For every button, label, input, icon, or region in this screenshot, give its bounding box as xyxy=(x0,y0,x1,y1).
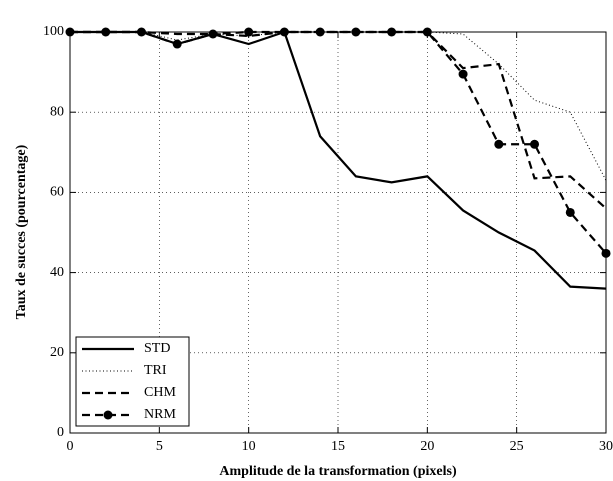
point-marker xyxy=(172,39,182,49)
x-tick-label: 10 xyxy=(242,439,256,454)
series-line xyxy=(70,30,607,290)
point-marker xyxy=(494,139,504,149)
point-marker xyxy=(101,27,111,37)
y-tick-label: 20 xyxy=(50,345,64,360)
legend-label: STD xyxy=(144,341,170,356)
legend-marker xyxy=(103,410,113,420)
legend-label: NRM xyxy=(144,407,176,422)
y-tick-label: 40 xyxy=(50,265,64,280)
point-marker xyxy=(601,248,611,258)
x-tick-label: 20 xyxy=(420,439,434,454)
legend-label: TRI xyxy=(144,363,167,378)
point-marker xyxy=(565,207,575,217)
x-axis-label: Amplitude de la transformation (pixels) xyxy=(219,464,457,479)
x-tick-label: 15 xyxy=(331,439,345,454)
x-tick-label: 0 xyxy=(67,439,74,454)
y-tick-label: 80 xyxy=(50,104,64,119)
y-tick-label: 60 xyxy=(50,185,64,200)
series-line xyxy=(70,30,607,255)
point-marker xyxy=(530,139,540,149)
point-marker xyxy=(65,27,75,37)
series-line xyxy=(70,31,607,181)
x-tick-label: 30 xyxy=(599,439,613,454)
point-marker xyxy=(351,27,361,37)
point-marker xyxy=(422,27,432,37)
point-marker xyxy=(315,27,325,37)
point-marker xyxy=(458,69,468,79)
y-tick-label: 0 xyxy=(57,425,64,440)
point-marker xyxy=(244,27,254,37)
point-marker xyxy=(136,27,146,37)
y-tick-label: 100 xyxy=(43,24,64,39)
point-marker xyxy=(387,27,397,37)
point-marker xyxy=(208,29,218,39)
legend-label: CHM xyxy=(144,385,176,400)
x-tick-label: 25 xyxy=(510,439,524,454)
point-marker xyxy=(279,27,289,37)
y-axis-label: Taux de succes (pourcentage) xyxy=(14,144,29,319)
x-tick-label: 5 xyxy=(156,439,163,454)
legend-box xyxy=(75,336,190,427)
